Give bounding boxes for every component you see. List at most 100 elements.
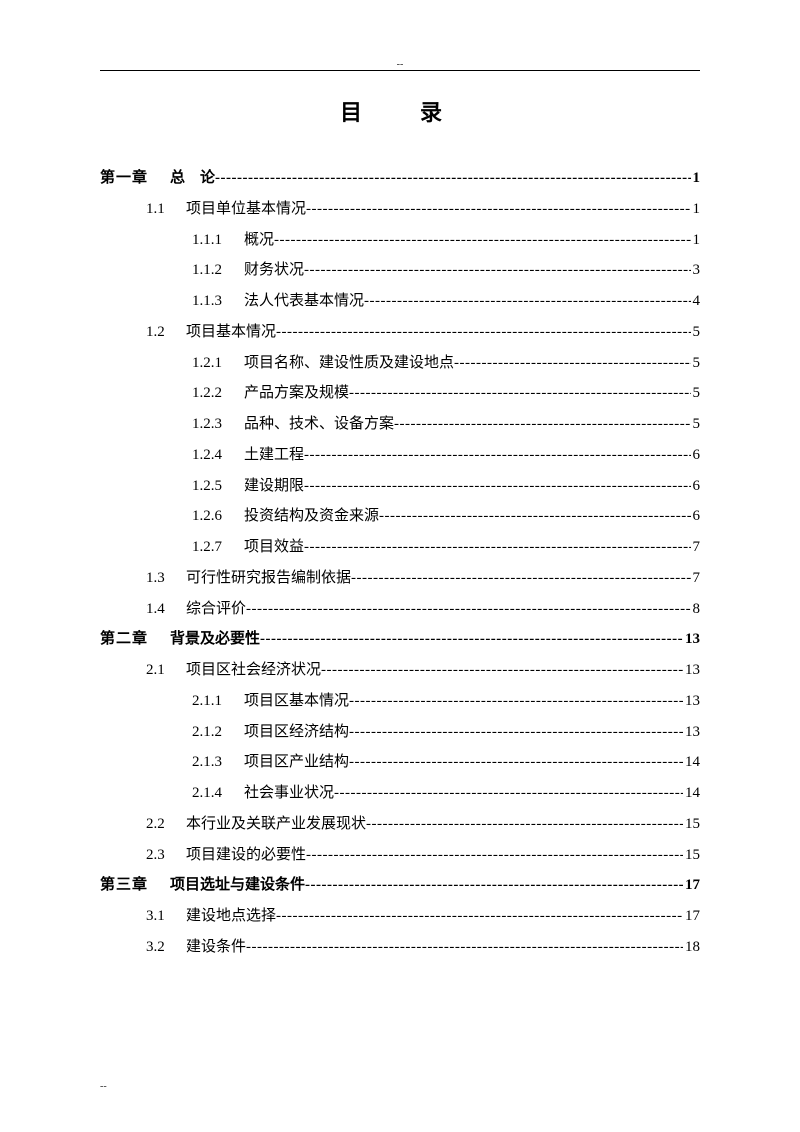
toc-entry-label: 项目效益	[244, 532, 304, 563]
toc-entry: 1.2.1项目名称、建设性质及建设地点 5	[192, 348, 700, 379]
toc-entry-number: 1.2.5	[192, 471, 244, 502]
toc-entry-page: 8	[691, 594, 701, 625]
toc-entry-label: 品种、技术、设备方案	[244, 409, 394, 440]
toc-leader	[215, 163, 690, 194]
toc-entry-number: 1.2.1	[192, 348, 244, 379]
toc-entry-number: 第二章	[100, 624, 170, 655]
toc-entry-label: 投资结构及资金来源	[244, 501, 379, 532]
toc-entry: 1.2项目基本情况5	[146, 317, 700, 348]
toc-entry-number: 3.2	[146, 932, 186, 963]
toc-entry-number: 1.1.1	[192, 225, 244, 256]
toc-entry-page: 5	[691, 317, 701, 348]
toc-leader	[276, 317, 690, 348]
toc-entry-number: 1.2.6	[192, 501, 244, 532]
toc-entry-page: 13	[683, 624, 700, 655]
toc-entry-number: 2.1	[146, 655, 186, 686]
toc-entry: 2.1.4社会事业状况14	[192, 778, 700, 809]
toc-entry-label: 总 论	[170, 163, 215, 194]
toc-leader	[379, 501, 690, 532]
table-of-contents: 第一章总 论11.1项目单位基本情况11.1.1概况11.1.2财务状况31.1…	[100, 163, 700, 963]
toc-leader	[276, 901, 683, 932]
toc-entry-page: 6	[691, 471, 701, 502]
toc-entry-label: 项目建设的必要性	[186, 840, 306, 871]
toc-entry-page: 13	[683, 717, 700, 748]
toc-entry-page: 4	[691, 286, 701, 317]
toc-entry: 1.1.3法人代表基本情况4	[192, 286, 700, 317]
toc-entry: 1.2.2产品方案及规模5	[192, 378, 700, 409]
toc-entry-number: 2.3	[146, 840, 186, 871]
toc-entry: 1.2.6投资结构及资金来源6	[192, 501, 700, 532]
toc-entry-label: 项目选址与建设条件	[170, 870, 305, 901]
toc-leader	[306, 840, 683, 871]
toc-entry-label: 产品方案及规模	[244, 378, 349, 409]
toc-leader	[246, 594, 690, 625]
toc-entry-page: 5	[691, 378, 701, 409]
toc-entry-number: 1.4	[146, 594, 186, 625]
toc-title: 目 录	[100, 95, 700, 127]
toc-leader	[334, 778, 683, 809]
toc-leader	[304, 255, 690, 286]
toc-entry-number: 1.2.4	[192, 440, 244, 471]
toc-entry-page: 3	[691, 255, 701, 286]
toc-leader	[274, 225, 690, 256]
toc-leader	[366, 809, 683, 840]
toc-leader	[306, 194, 690, 225]
toc-entry-label: 项目区基本情况	[244, 686, 349, 717]
toc-entry-number: 1.2.7	[192, 532, 244, 563]
toc-leader	[304, 440, 690, 471]
toc-entry-label: 项目区经济结构	[244, 717, 349, 748]
toc-entry: 2.3项目建设的必要性15	[146, 840, 700, 871]
toc-entry: 第三章项目选址与建设条件 17	[100, 870, 700, 901]
toc-entry: 1.4综合评价 8	[146, 594, 700, 625]
toc-entry-number: 1.1	[146, 194, 186, 225]
toc-leader	[304, 471, 690, 502]
toc-entry-label: 建设地点选择	[186, 901, 276, 932]
toc-leader	[349, 686, 683, 717]
toc-entry: 2.1项目区社会经济状况13	[146, 655, 700, 686]
toc-entry-label: 综合评价	[186, 594, 246, 625]
toc-entry-label: 建设条件	[186, 932, 246, 963]
toc-entry: 1.1项目单位基本情况1	[146, 194, 700, 225]
toc-entry-page: 1	[691, 163, 701, 194]
toc-entry-page: 13	[683, 655, 700, 686]
toc-entry: 2.1.2项目区经济结构 13	[192, 717, 700, 748]
toc-entry-page: 14	[683, 778, 700, 809]
toc-entry-number: 1.2	[146, 317, 186, 348]
toc-leader	[349, 378, 690, 409]
toc-entry: 1.2.4土建工程6	[192, 440, 700, 471]
toc-entry-number: 2.1.1	[192, 686, 244, 717]
toc-entry-page: 7	[691, 532, 701, 563]
toc-entry-page: 17	[683, 870, 700, 901]
toc-entry: 1.2.5建设期限6	[192, 471, 700, 502]
toc-entry-label: 项目名称、建设性质及建设地点	[244, 348, 454, 379]
toc-leader	[349, 717, 683, 748]
toc-entry: 1.1.1概况1	[192, 225, 700, 256]
toc-entry-label: 可行性研究报告编制依据	[186, 563, 351, 594]
toc-entry-label: 法人代表基本情况	[244, 286, 364, 317]
toc-entry: 第一章总 论 1	[100, 163, 700, 194]
toc-entry: 1.3可行性研究报告编制依据7	[146, 563, 700, 594]
toc-entry-page: 18	[683, 932, 700, 963]
toc-entry-number: 第一章	[100, 163, 170, 194]
toc-entry: 3.2建设条件 18	[146, 932, 700, 963]
toc-leader	[351, 563, 690, 594]
toc-entry-number: 2.2	[146, 809, 186, 840]
toc-entry-number: 2.1.4	[192, 778, 244, 809]
toc-entry-label: 项目区产业结构	[244, 747, 349, 778]
toc-entry-number: 第三章	[100, 870, 170, 901]
toc-entry: 第二章背景及必要性 13	[100, 624, 700, 655]
toc-leader	[349, 747, 683, 778]
toc-entry-number: 2.1.2	[192, 717, 244, 748]
toc-entry-page: 1	[691, 225, 701, 256]
toc-entry: 2.1.1项目区基本情况13	[192, 686, 700, 717]
toc-entry-number: 1.2.3	[192, 409, 244, 440]
toc-leader	[321, 655, 683, 686]
toc-entry-page: 5	[691, 348, 701, 379]
toc-entry-page: 15	[683, 809, 700, 840]
toc-entry-number: 2.1.3	[192, 747, 244, 778]
toc-entry-page: 1	[691, 194, 701, 225]
toc-entry-page: 5	[691, 409, 701, 440]
toc-leader	[260, 624, 683, 655]
toc-entry-label: 背景及必要性	[170, 624, 260, 655]
header-rule	[100, 70, 700, 71]
